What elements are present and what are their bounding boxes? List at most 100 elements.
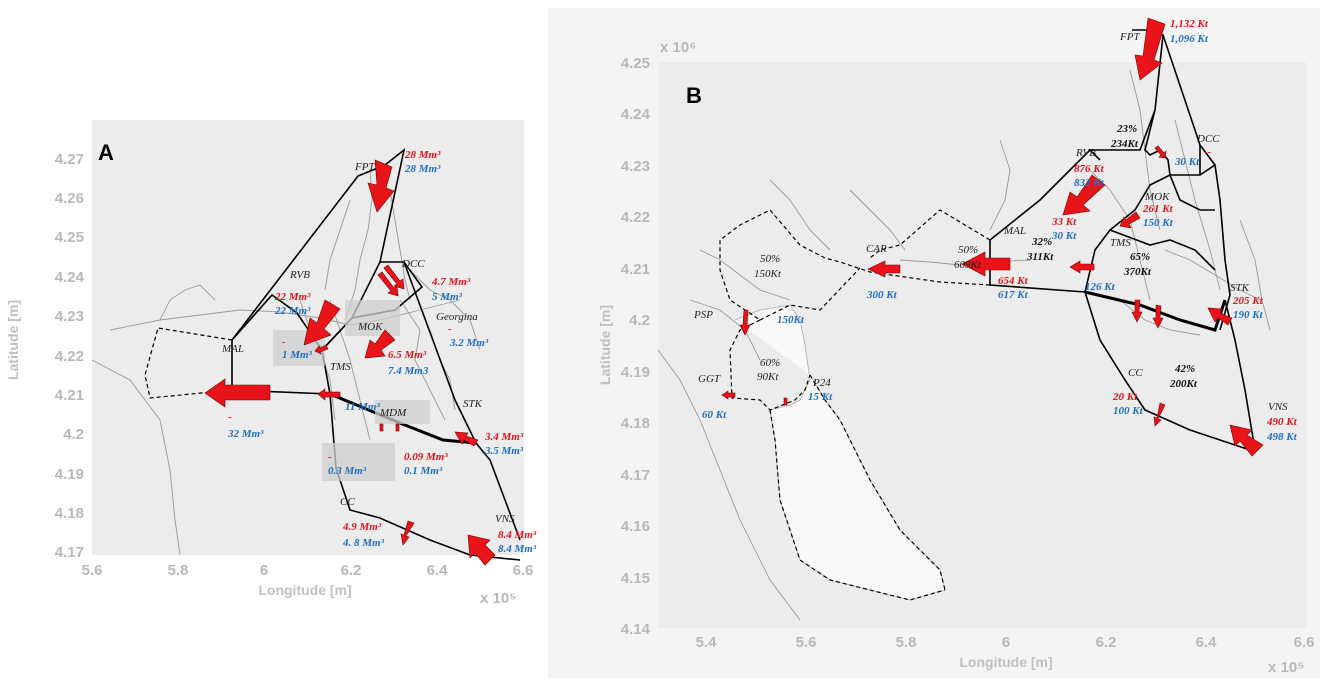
station-b-ggt: GGT bbox=[698, 373, 721, 385]
station-a-georgina: Georgina bbox=[436, 311, 478, 323]
xmult-a: x 10⁵ bbox=[480, 590, 516, 607]
xtick-a-1: 5.8 bbox=[168, 562, 189, 579]
flux-a-geo-dash: - bbox=[448, 323, 452, 335]
station-b-rvb: RVB bbox=[1075, 147, 1096, 159]
arrow-b-stk bbox=[1207, 307, 1233, 326]
station-b-tms: TMS bbox=[1110, 237, 1131, 249]
arrow-b-p24-small bbox=[783, 397, 788, 406]
ytick-b-1: 4.24 bbox=[621, 106, 651, 123]
xmult-b: x 10⁵ bbox=[1268, 659, 1304, 676]
panel-b: B bbox=[548, 8, 1320, 678]
flux-b-tms-red: 33 Kt bbox=[1051, 216, 1077, 228]
flux-b-psp-blue: 150Kt bbox=[777, 314, 805, 326]
xtick-a-5: 6.6 bbox=[513, 562, 534, 579]
pct-b-mal-kt: 609Kt bbox=[954, 259, 982, 271]
pct-b-sp-kt: 150Kt bbox=[754, 268, 782, 280]
flux-a-dcc-blue: 5 Mm³ bbox=[432, 291, 463, 303]
station-a-dcc: DCC bbox=[401, 258, 425, 270]
ylabel-a: Latitude [m] bbox=[5, 300, 21, 380]
arrow-b-tms bbox=[1069, 260, 1095, 274]
panel-b-regions bbox=[719, 29, 1256, 601]
arrow-b-cc bbox=[1153, 402, 1166, 427]
xtick-a-2: 6 bbox=[260, 562, 268, 579]
arrow-a-dcc1 bbox=[377, 271, 399, 297]
panel-a-letter: A bbox=[98, 140, 114, 165]
arrow-a-mok bbox=[364, 329, 396, 359]
panel-b-axes: 4.25 4.24 4.23 4.22 4.21 4.2 4.19 4.18 4… bbox=[597, 39, 1314, 676]
pct-b-cb-kt: 90Kt bbox=[757, 371, 779, 383]
arrow-a-rvb bbox=[303, 299, 341, 346]
pct-b-cc: 42% bbox=[1174, 363, 1195, 375]
ytick-a-2: 4.25 bbox=[55, 229, 84, 246]
ytick-b-4: 4.21 bbox=[621, 261, 650, 278]
station-b-car: CAR bbox=[866, 243, 887, 255]
panel-b-letter: B bbox=[686, 83, 702, 108]
xtick-b-0: 5.4 bbox=[696, 634, 718, 651]
flux-a-box-red: - bbox=[328, 451, 332, 463]
ytick-b-9: 4.16 bbox=[621, 518, 650, 535]
station-b-cc: CC bbox=[1128, 367, 1143, 379]
flux-b-car-blue: 300 Kt bbox=[866, 289, 898, 301]
xtick-b-2: 5.8 bbox=[896, 634, 917, 651]
panel-a-box-mdm bbox=[375, 400, 430, 424]
ytick-a-1: 4.26 bbox=[55, 190, 84, 207]
xlabel-b: Longitude [m] bbox=[959, 654, 1052, 670]
flux-b-rvb-blue: 832 Kt bbox=[1074, 177, 1105, 189]
xtick-a-0: 5.6 bbox=[82, 562, 103, 579]
ytick-b-11: 4.14 bbox=[621, 621, 651, 638]
station-b-p24: P24 bbox=[812, 377, 831, 389]
arrow-b-vns bbox=[1229, 424, 1264, 457]
station-b-mok: MOK bbox=[1144, 191, 1170, 203]
flux-b-mok-blue: 150 Kt bbox=[1143, 217, 1174, 229]
flux-a-mdm2-blue: 0.1 Mm³ bbox=[404, 465, 443, 477]
xtick-b-1: 5.6 bbox=[796, 634, 817, 651]
flux-b-dcc-red: -- bbox=[1204, 146, 1212, 158]
flux-b-cc-blue: 100 Kt bbox=[1113, 405, 1144, 417]
flux-b-tms2-blue: 126 Kt bbox=[1085, 281, 1116, 293]
ytick-b-0: 4.25 bbox=[621, 55, 650, 72]
pct-b-sp: 50% bbox=[760, 253, 780, 265]
ytick-a-9: 4.18 bbox=[55, 505, 84, 522]
flux-a-mdm-blue: 11 Mm³ bbox=[345, 401, 380, 413]
flux-b-fpt-red: 1,132 Kt bbox=[1170, 18, 1209, 30]
flux-a-vns-blue: 8.4 Mm³ bbox=[498, 543, 537, 555]
flux-a-fpt-blue: 28 Mm³ bbox=[404, 163, 441, 175]
flux-a-rvb-red: 22 Mm³ bbox=[274, 291, 311, 303]
xtick-b-5: 6.4 bbox=[1196, 634, 1218, 651]
flux-a-mok-blue: 7.4 Mm3 bbox=[388, 365, 429, 377]
arrow-b-tms2 bbox=[1131, 299, 1143, 323]
station-a-mok: MOK bbox=[357, 321, 383, 333]
xtick-a-4: 6.4 bbox=[427, 562, 449, 579]
ytick-b-3: 4.22 bbox=[621, 209, 650, 226]
station-a-mdm: MDM bbox=[379, 407, 407, 419]
station-b-psp: PSP bbox=[693, 309, 713, 321]
arrow-b-mok bbox=[1119, 211, 1141, 229]
xtick-b-4: 6.2 bbox=[1096, 634, 1117, 651]
pct-b-cb: 60% bbox=[760, 357, 780, 369]
flux-a-stk-red: 3.4 Mm³ bbox=[484, 431, 524, 443]
flux-b-dcc-blue: 30 Kt bbox=[1174, 156, 1200, 168]
arrow-b-stk2 bbox=[1152, 304, 1164, 329]
ytick-b-8: 4.17 bbox=[621, 467, 650, 484]
panel-a-arrows bbox=[204, 159, 496, 566]
panel-a-stations: FPT RVB DCC MOK Georgina MAL TMS MDM STK… bbox=[221, 161, 515, 525]
flux-b-stk-red: 205 Kt bbox=[1232, 295, 1264, 307]
flux-a-stk-blue: 3.5 Mm³ bbox=[484, 445, 524, 457]
xtick-b-3: 6 bbox=[1002, 634, 1010, 651]
ytick-b-10: 4.15 bbox=[621, 570, 650, 587]
station-b-fpt: FPT bbox=[1119, 31, 1140, 43]
panel-a-box-mok bbox=[345, 300, 400, 336]
station-a-tms: TMS bbox=[330, 361, 351, 373]
ytick-b-5: 4.2 bbox=[629, 312, 650, 329]
ytick-a-7: 4.2 bbox=[63, 426, 84, 443]
station-a-stk: STK bbox=[463, 398, 483, 410]
flux-b-cc-red: 20 Kt bbox=[1112, 391, 1138, 403]
pct-b-mid: 32% bbox=[1031, 236, 1052, 248]
flux-a-rvb-blue: 22 Mm³ bbox=[274, 305, 311, 317]
ytick-a-0: 4.27 bbox=[55, 151, 84, 168]
arrow-a-stk bbox=[454, 431, 479, 447]
flux-b-mal-red: 654 Kt bbox=[998, 275, 1029, 287]
ytick-a-6: 4.21 bbox=[55, 387, 84, 404]
ytick-a-3: 4.24 bbox=[55, 269, 85, 286]
